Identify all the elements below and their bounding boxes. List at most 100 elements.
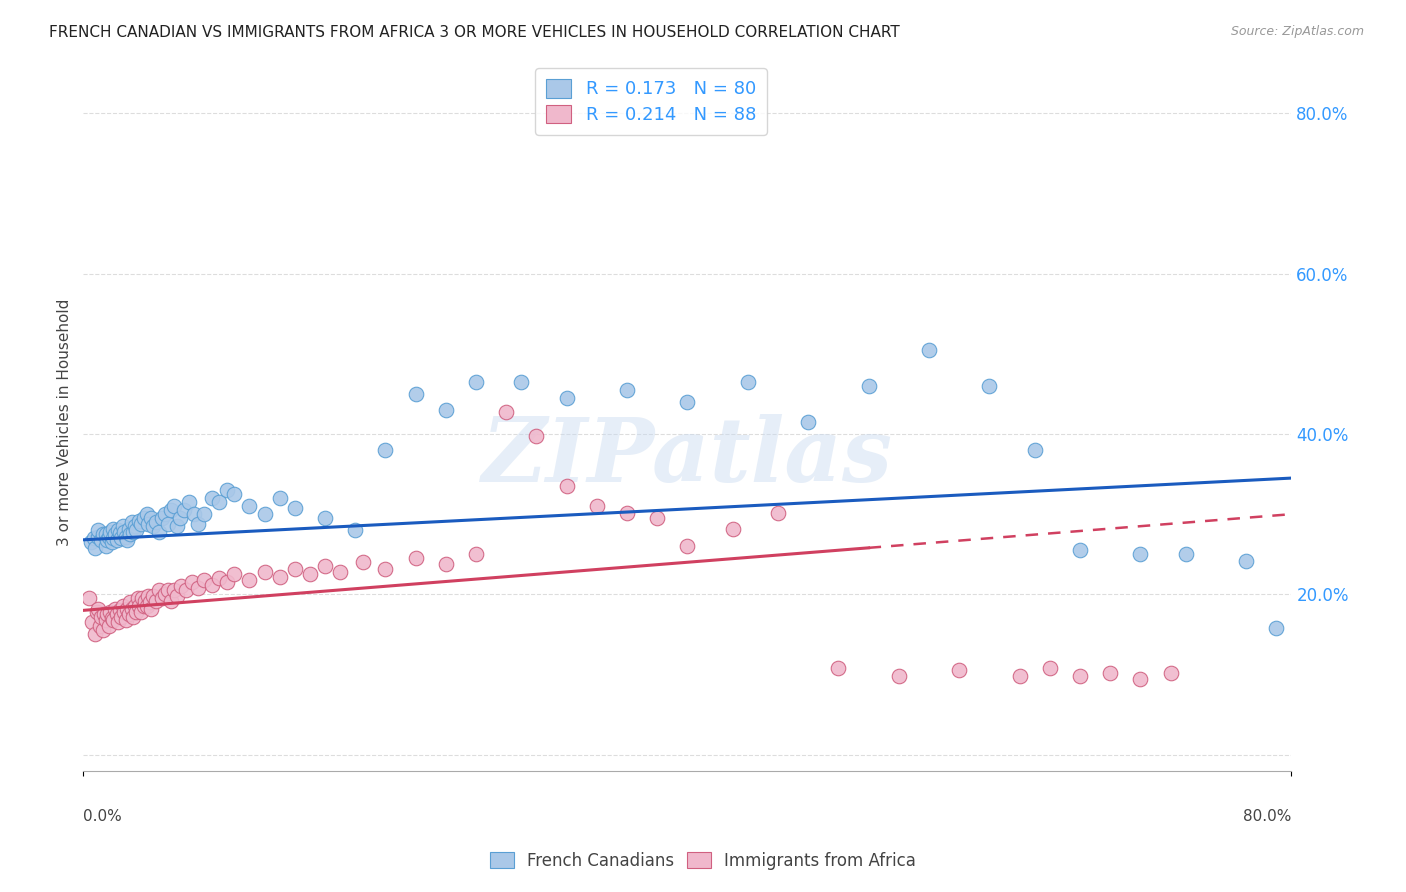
Point	[224, 567, 246, 582]
Point	[117, 607, 139, 622]
Point	[1039, 661, 1062, 675]
Point	[128, 514, 150, 528]
Point	[91, 527, 114, 541]
Point	[269, 570, 291, 584]
Point	[108, 603, 131, 617]
Point	[238, 499, 260, 513]
Point	[134, 593, 156, 607]
Point	[887, 669, 910, 683]
Point	[107, 615, 129, 630]
Point	[111, 599, 134, 614]
Point	[1160, 665, 1182, 680]
Point	[1069, 543, 1091, 558]
Point	[135, 507, 157, 521]
Point	[1174, 547, 1197, 561]
Legend: R = 0.173   N = 80, R = 0.214   N = 88: R = 0.173 N = 80, R = 0.214 N = 88	[536, 69, 768, 135]
Point	[1129, 672, 1152, 686]
Point	[465, 547, 488, 561]
Point	[103, 522, 125, 536]
Point	[96, 533, 118, 547]
Point	[132, 511, 155, 525]
Text: FRENCH CANADIAN VS IMMIGRANTS FROM AFRICA 3 OR MORE VEHICLES IN HOUSEHOLD CORREL: FRENCH CANADIAN VS IMMIGRANTS FROM AFRIC…	[49, 25, 900, 40]
Point	[329, 565, 352, 579]
Point	[139, 595, 162, 609]
Point	[284, 562, 307, 576]
Point	[495, 404, 517, 418]
Point	[434, 557, 457, 571]
Point	[169, 511, 191, 525]
Point	[193, 507, 215, 521]
Point	[114, 530, 136, 544]
Point	[208, 495, 231, 509]
Point	[121, 515, 143, 529]
Point	[153, 587, 176, 601]
Point	[174, 583, 197, 598]
Point	[766, 506, 789, 520]
Point	[127, 591, 149, 606]
Point	[797, 415, 820, 429]
Point	[160, 503, 183, 517]
Point	[1099, 665, 1122, 680]
Point	[314, 559, 336, 574]
Point	[104, 601, 127, 615]
Point	[115, 601, 138, 615]
Point	[94, 527, 117, 541]
Point	[374, 562, 396, 576]
Point	[84, 541, 107, 555]
Point	[160, 593, 183, 607]
Point	[405, 551, 427, 566]
Point	[120, 595, 142, 609]
Point	[676, 539, 699, 553]
Point	[104, 527, 127, 541]
Point	[208, 571, 231, 585]
Point	[94, 539, 117, 553]
Point	[465, 375, 488, 389]
Point	[120, 527, 142, 541]
Point	[100, 605, 122, 619]
Point	[141, 601, 163, 615]
Point	[136, 516, 159, 531]
Point	[434, 403, 457, 417]
Point	[82, 615, 104, 630]
Point	[215, 483, 238, 497]
Point	[298, 567, 321, 582]
Point	[103, 531, 125, 545]
Point	[555, 479, 578, 493]
Point	[170, 579, 193, 593]
Point	[253, 565, 276, 579]
Point	[721, 522, 744, 536]
Point	[215, 575, 238, 590]
Point	[555, 391, 578, 405]
Point	[80, 535, 103, 549]
Point	[141, 511, 163, 525]
Point	[676, 395, 699, 409]
Point	[101, 535, 124, 549]
Point	[100, 524, 122, 539]
Point	[1024, 443, 1046, 458]
Point	[107, 523, 129, 537]
Point	[124, 519, 146, 533]
Point	[1265, 621, 1288, 635]
Point	[156, 516, 179, 531]
Point	[1129, 547, 1152, 561]
Point	[111, 519, 134, 533]
Point	[124, 599, 146, 614]
Point	[163, 583, 186, 598]
Point	[90, 533, 112, 547]
Point	[110, 531, 132, 545]
Point	[181, 575, 204, 590]
Point	[145, 515, 167, 529]
Point	[193, 573, 215, 587]
Point	[142, 589, 165, 603]
Point	[238, 573, 260, 587]
Point	[115, 533, 138, 547]
Point	[1069, 669, 1091, 683]
Point	[112, 524, 135, 539]
Point	[131, 591, 153, 606]
Point	[948, 664, 970, 678]
Point	[166, 589, 188, 603]
Point	[89, 619, 111, 633]
Point	[645, 511, 668, 525]
Text: ZIPatlas: ZIPatlas	[482, 414, 893, 500]
Point	[224, 487, 246, 501]
